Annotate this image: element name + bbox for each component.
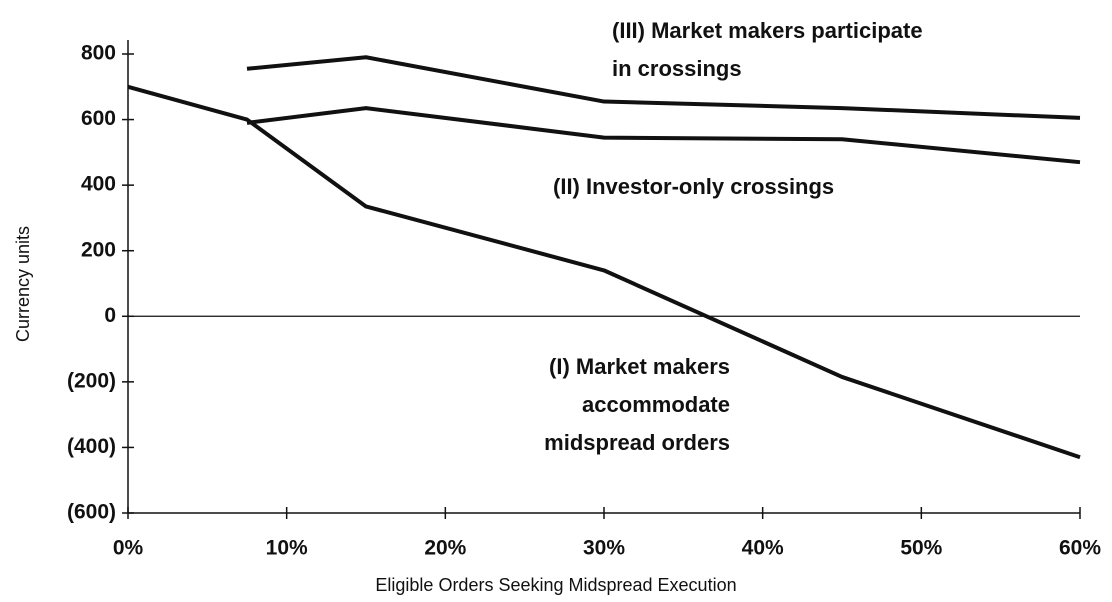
series-label: (I) Market makers	[549, 354, 730, 379]
x-tick-label: 40%	[742, 537, 784, 560]
y-tick-label: 400	[81, 173, 116, 196]
series-label: accommodate	[582, 392, 730, 417]
x-axis-title: Eligible Orders Seeking Midspread Execut…	[375, 575, 736, 595]
x-tick-label: 10%	[266, 537, 308, 560]
series-line	[246, 55, 1081, 120]
series-line	[127, 84, 1081, 460]
series-label: in crossings	[612, 56, 742, 81]
series-label: midspread orders	[544, 430, 730, 455]
x-tick-label: 50%	[900, 537, 942, 560]
y-axis-title: Currency units	[13, 226, 33, 342]
y-tick-label: 0	[104, 304, 116, 327]
y-tick-label: (200)	[67, 369, 116, 392]
y-tick-label: 800	[81, 42, 116, 65]
x-tick-label: 0%	[113, 537, 144, 560]
series-line	[246, 106, 1081, 165]
x-tick-label: 60%	[1059, 537, 1101, 560]
y-tick-label: 200	[81, 238, 116, 261]
y-tick-label: (600)	[67, 501, 116, 524]
y-tick-label: (400)	[67, 435, 116, 458]
x-tick-label: 20%	[424, 537, 466, 560]
series-label: (II) Investor-only crossings	[553, 174, 834, 199]
x-tick-label: 30%	[583, 537, 625, 560]
y-tick-label: 600	[81, 107, 116, 130]
series-label: (III) Market makers participate	[612, 18, 923, 43]
